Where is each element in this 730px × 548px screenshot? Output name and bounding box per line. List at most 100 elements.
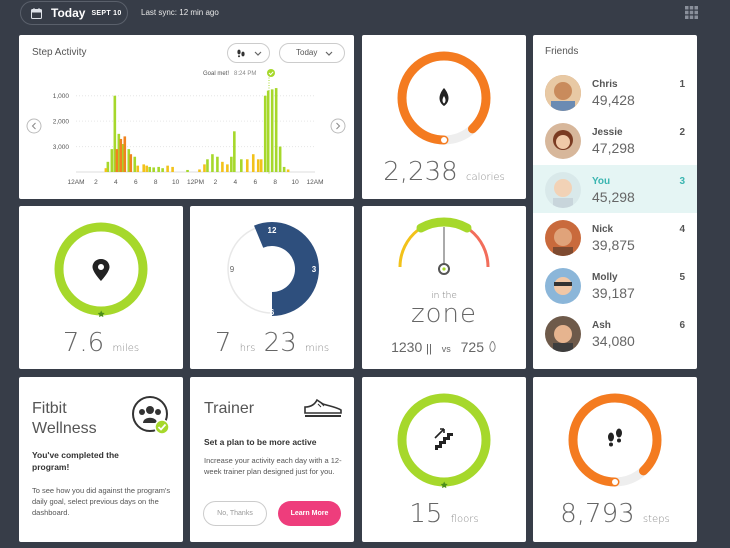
trainer-heading: Set a plan to be more active (204, 437, 317, 447)
step-bar (274, 88, 278, 172)
x-tick-label: 10 (172, 179, 180, 186)
step-bar (117, 133, 121, 172)
friends-title: Friends (545, 46, 579, 57)
step-bar (221, 161, 224, 172)
distance-ring (54, 222, 148, 318)
calories-unit: calories (465, 172, 505, 183)
floors-value-line: 15 floors (362, 499, 526, 529)
apps-grid-icon[interactable] (685, 6, 698, 19)
timeframe-dropdown[interactable]: Today (279, 43, 345, 63)
step-bar (157, 166, 160, 172)
location-pin-icon (92, 259, 110, 281)
step-bar (148, 166, 151, 172)
friend-rank: 2 (679, 127, 685, 138)
date-picker-button[interactable]: Today SEPT 10 (20, 1, 128, 25)
sleep-hours-unit: hrs (239, 343, 256, 354)
friend-rank: 1 (679, 79, 685, 90)
friend-row-ash[interactable]: Ash 34,080 6 (533, 309, 697, 357)
x-tick-label: 2 (94, 179, 98, 186)
step-bar (198, 169, 201, 172)
step-bar (113, 95, 117, 172)
friend-name: You (592, 176, 611, 187)
sleep-dial: 12 3 6 9 (227, 222, 319, 317)
steps-tile[interactable]: 8,793 steps (533, 377, 697, 542)
activity-type-dropdown[interactable] (227, 43, 270, 63)
step-bar (161, 168, 164, 172)
dial-label-3: 3 (312, 265, 317, 274)
x-tick-label: 12PM (187, 179, 204, 186)
friend-row-you[interactable]: You 45,298 3 (533, 165, 697, 213)
step-bar (245, 159, 249, 172)
zone-comparison: 1230 || vs 725 (362, 339, 526, 355)
step-bar (123, 136, 127, 172)
trainer-body: Increase your activity each day with a 1… (204, 456, 342, 476)
next-day-button[interactable] (330, 118, 346, 134)
goal-star-icon (97, 310, 105, 318)
floors-unit: floors (450, 514, 479, 525)
step-bar (230, 156, 233, 172)
steps-value: 8,793 (560, 499, 635, 529)
distance-tile[interactable]: 7.6 miles (19, 206, 183, 369)
friend-rank: 4 (679, 224, 685, 235)
step-bar (256, 159, 260, 172)
step-bar (286, 169, 290, 172)
x-tick-label: 6 (253, 179, 257, 186)
goal-check-icon (267, 69, 275, 77)
flame-icon (439, 88, 449, 106)
floors-tile[interactable]: 15 floors (362, 377, 526, 542)
y-tick-label: 2,000 (53, 119, 70, 126)
step-bar (251, 154, 255, 172)
friend-row-chris[interactable]: Chris 49,428 1 (533, 68, 697, 116)
y-tick-label: 3,000 (53, 144, 70, 151)
prev-day-button[interactable] (26, 118, 42, 134)
calories-tile[interactable]: 2,238 calories (362, 35, 526, 199)
zone-tile[interactable]: in the zone 1230 || vs 725 (362, 206, 526, 369)
step-bar (259, 159, 263, 172)
friend-row-molly[interactable]: Molly 39,187 5 (533, 261, 697, 309)
friend-name: Chris (592, 79, 618, 90)
calories-out: 725 (460, 339, 484, 355)
fitbit-wellness-tile[interactable]: Fitbit Wellness You've completed the pro… (19, 377, 183, 542)
avatar (545, 123, 581, 159)
x-tick-label: 12AM (68, 179, 85, 186)
moon-icon (264, 259, 278, 278)
group-icon (132, 396, 170, 435)
learn-more-button[interactable]: Learn More (278, 501, 341, 526)
fork-knife-icon: || (426, 343, 432, 355)
step-bar (216, 156, 219, 172)
friend-rank: 3 (679, 176, 685, 187)
step-bar (226, 164, 229, 172)
sneaker-icon (304, 398, 342, 417)
x-tick-label: 10 (291, 179, 299, 186)
trainer-tile[interactable]: Trainer Set a plan to be more active Inc… (190, 377, 354, 542)
x-tick-label: 12AM (307, 179, 324, 186)
goal-time-label: 8:24 PM (234, 71, 256, 77)
friend-row-nick[interactable]: Nick 39,875 4 (533, 213, 697, 261)
top-bar: Today SEPT 10 Last sync: 12 min ago (0, 0, 730, 28)
footsteps-icon (237, 49, 245, 58)
step-activity-title: Step Activity (32, 47, 87, 58)
steps-unit: steps (642, 514, 670, 525)
friend-row-jessie[interactable]: Jessie 47,298 2 (533, 116, 697, 164)
x-tick-label: 8 (154, 179, 158, 186)
goal-star-icon (440, 481, 448, 489)
step-bar (142, 164, 146, 172)
friend-rank: 5 (679, 272, 685, 283)
friend-steps: 47,298 (592, 140, 635, 156)
dial-label-12: 12 (268, 226, 277, 235)
sleep-tile[interactable]: 12 3 6 9 7 hrs 23 mins (190, 206, 354, 369)
friend-name: Molly (592, 272, 618, 283)
sleep-value-line: 7 hrs 23 mins (190, 328, 354, 358)
zone-gauge (398, 217, 490, 275)
step-bar (186, 169, 189, 172)
distance-value-line: 7.6 miles (19, 328, 183, 358)
calories-in: 1230 (391, 339, 423, 355)
no-thanks-button[interactable]: No, Thanks (203, 501, 267, 526)
friends-tile: Friends Chris 49,428 1 Jessie 47,298 2 Y… (533, 35, 697, 369)
step-activity-tile[interactable]: Step Activity Today 3,000 2,000 1,000 12AM… (19, 35, 354, 199)
sleep-hours: 7 (214, 328, 232, 358)
step-bar (278, 146, 282, 172)
sleep-minutes-unit: mins (305, 343, 330, 354)
friend-steps: 49,428 (592, 92, 635, 108)
footsteps-icon (608, 428, 622, 447)
